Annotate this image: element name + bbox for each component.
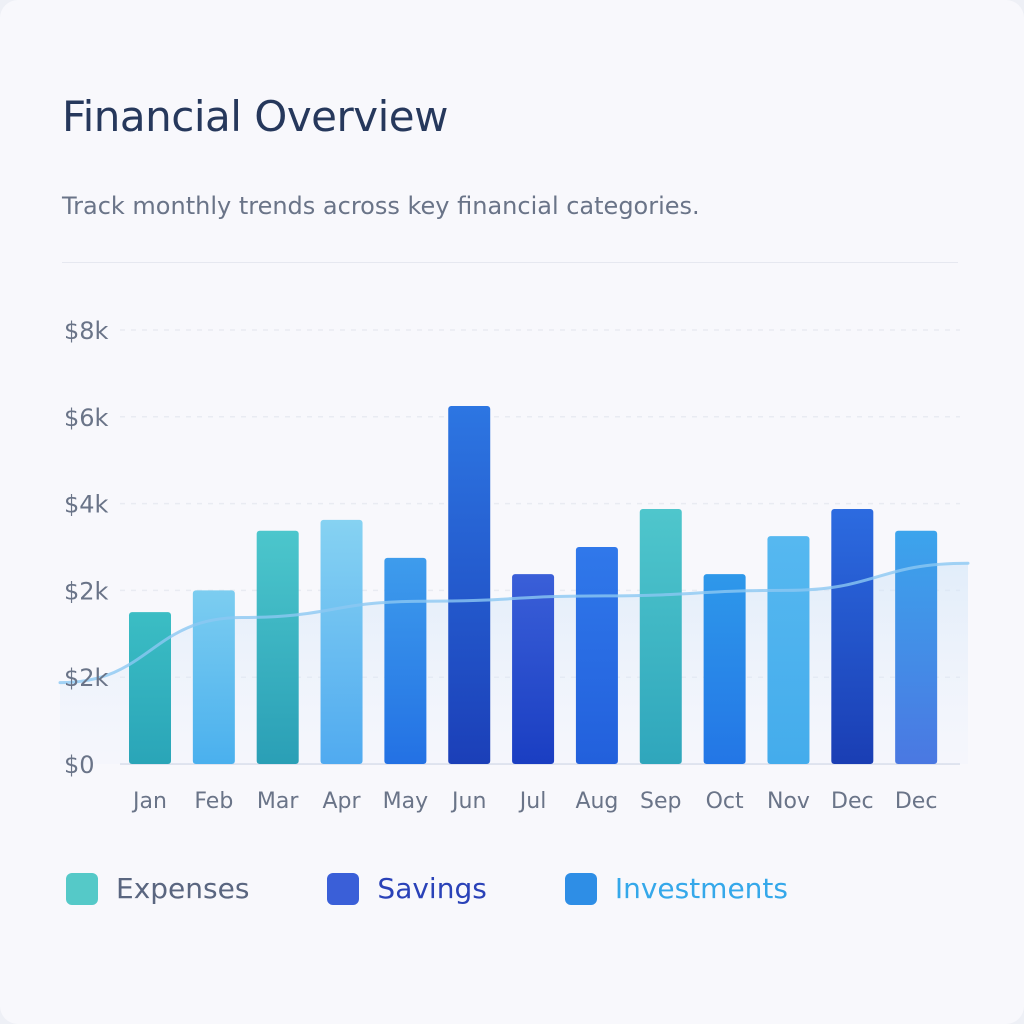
- legend-item-investments: Investments: [564, 872, 788, 905]
- legend-swatch-expenses: [66, 872, 98, 905]
- bar-nov: [767, 536, 810, 764]
- bar-dec: [895, 530, 938, 764]
- page-title: Financial Overview: [62, 92, 449, 141]
- y-tick-label: $2k: [64, 577, 109, 605]
- x-tick-label: Dec: [831, 789, 874, 814]
- x-tick-label: Jul: [518, 789, 547, 814]
- legend-item-savings: Savings: [327, 872, 487, 905]
- legend-label-savings: Savings: [377, 872, 487, 905]
- bar-apr: [320, 519, 363, 764]
- bar-jul: [512, 574, 555, 764]
- bar-feb: [192, 590, 235, 764]
- y-tick-label: $6k: [64, 404, 109, 432]
- bar-dec: [831, 509, 874, 764]
- x-tick-label: Aug: [575, 789, 618, 814]
- divider: [62, 262, 958, 263]
- x-tick-label: Dec: [895, 789, 938, 814]
- legend-swatch-investments: [564, 872, 597, 905]
- legend-label-investments: Investments: [614, 872, 788, 905]
- x-tick-label: Sep: [640, 789, 681, 814]
- legend-label-expenses: Expenses: [116, 872, 250, 905]
- y-tick-label: $8k: [64, 317, 109, 345]
- y-tick-label: $2k: [64, 664, 109, 692]
- x-tick-label: Jun: [450, 789, 486, 814]
- legend: Expenses Savings Investments: [66, 872, 788, 905]
- bar-oct: [703, 574, 746, 764]
- x-tick-label: Mar: [257, 789, 299, 814]
- y-tick-label: $0: [64, 751, 95, 779]
- x-tick-label: Apr: [323, 789, 362, 814]
- y-tick-label: $4k: [64, 491, 109, 519]
- legend-swatch-savings: [327, 872, 360, 905]
- legend-item-expenses: Expenses: [66, 872, 249, 905]
- bar-chart: $0 $2k $2k $4k $6k $8k Jan Feb Mar Apr May Jun Jul A…: [58, 317, 970, 814]
- page-subtitle: Track monthly trends across key financia…: [62, 192, 700, 220]
- x-tick-label: Jan: [131, 789, 167, 814]
- trend-line: [58, 561, 970, 685]
- x-tick-label: Feb: [194, 789, 233, 814]
- bar-jan: [129, 612, 171, 764]
- x-tick-label: May: [383, 789, 428, 814]
- bar-jun: [448, 405, 491, 764]
- x-tick-label: Oct: [706, 789, 744, 814]
- bar-sep: [639, 509, 682, 764]
- x-tick-label: Nov: [767, 789, 810, 814]
- bar-may: [384, 557, 427, 764]
- bar-mar: [256, 530, 299, 764]
- bar-aug: [575, 547, 618, 764]
